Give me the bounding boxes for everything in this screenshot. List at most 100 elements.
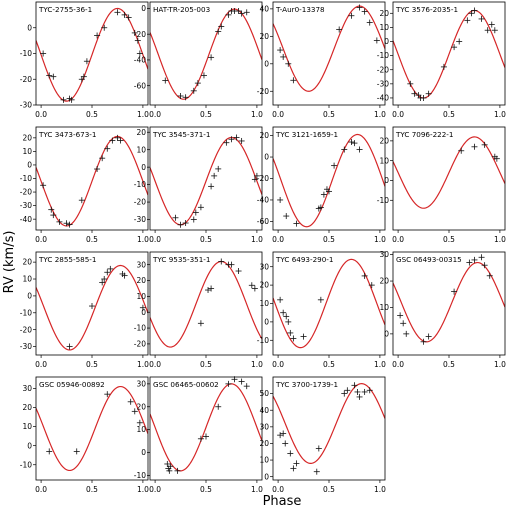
rv-data-point [484,27,491,34]
x-tick-label: 1.0 [494,110,506,119]
x-tick-label: 0.5 [323,485,335,494]
rv-data-point [451,44,458,51]
y-tick-label: -40 [20,215,32,224]
x-tick-label: 1.0 [374,110,386,119]
panel-frame [149,126,263,231]
rv-model-curve [36,135,148,227]
rv-data-point [167,463,174,470]
rv-data-point [344,387,351,394]
y-tick-label: 20 [136,402,146,411]
y-tick-label: 0 [27,441,32,450]
rv-data-point [481,262,488,269]
rv-data-point [136,50,143,57]
rv-data-point [361,272,368,279]
rv-data-point [203,433,209,440]
rv-data-point [493,155,500,162]
rv-data-point [83,58,90,65]
panel-title: GSC 06465-00602 [153,380,219,389]
rv-data-point [486,272,493,279]
rv-panel: 0.0 0.5 1.0 -10 0 10 20 30 GSC 06465-00602 [134,376,263,494]
panel-title: TYC 3473-673-1 [38,130,96,139]
rv-model-curve [150,383,262,472]
x-axis-label: Phase [263,494,302,509]
y-tick-label: 30 [379,250,389,259]
panel-title: T-Aur0-13378 [275,5,325,14]
rv-data-point [471,7,478,14]
rv-data-point [177,92,184,99]
rv-data-point [440,63,447,70]
x-tick-label: 0.5 [86,360,98,369]
rv-panel: 0.0 0.5 1.0 -60 -40 -20 0 20 TYC 3121-1659-1 [257,126,386,244]
y-tick-label: 0 [141,308,146,317]
x-tick-label: 0.0 [149,110,161,119]
rv-data-point [200,72,207,79]
y-tick-label: 30 [22,384,32,393]
x-tick-label: 0.0 [272,485,284,494]
y-tick-label: -30 [377,79,389,88]
rv-data-point [99,155,106,162]
rv-data-point [456,38,463,45]
rv-data-point [280,309,287,316]
rv-data-point [104,269,111,276]
y-tick-label: -10 [20,49,32,58]
rv-data-point [400,320,407,327]
y-tick-label: 20 [22,133,32,142]
y-tick-label: 20 [22,403,32,412]
y-tick-label: 0 [264,472,269,481]
y-tick-label: -60 [257,217,269,226]
y-tick-label: -10 [377,196,389,205]
rv-data-point [56,218,63,225]
rv-data-point [136,419,143,426]
y-tick-label: -20 [134,198,146,207]
y-tick-label: 20 [379,9,389,18]
panel-title: GSC 06493-00315 [396,255,462,264]
rv-data-point [94,32,101,39]
rv-data-point [336,26,343,33]
rv-data-point [290,77,297,84]
rv-data-point [194,80,201,87]
rv-data-point [348,12,355,19]
x-tick-label: 0.0 [272,110,284,119]
rv-data-point [420,94,427,101]
rv-data-point [101,276,108,283]
rv-panel: 0.0 0.5 1.0 -10 0 10 20 TYC 7096-222-1 [377,126,506,244]
y-tick-label: 30 [136,260,146,269]
rv-data-point [60,96,67,103]
rv-data-point [192,209,199,216]
rv-data-point [46,448,53,455]
rv-data-point [190,87,197,94]
y-tick-label: 30 [136,379,146,388]
rv-data-point [182,220,189,227]
rv-model-curve [36,7,148,102]
rv-data-point [211,172,218,179]
rv-data-point [131,408,138,415]
y-tick-label: 0 [141,163,146,172]
y-tick-label: -10 [20,460,32,469]
y-tick-label: 0 [264,59,269,68]
x-tick-label: 0.5 [200,235,212,244]
rv-panel: 0.0 0.5 1.0 0 10 20 30 GSC 06493-00315 [379,250,506,369]
rv-data-point [451,288,458,295]
rv-data-point [243,383,250,390]
y-tick-label: -10 [134,471,146,480]
rv-data-point [233,134,240,141]
rv-data-point [280,430,287,437]
panel-frame [272,1,386,106]
rv-data-point [197,320,204,327]
rv-data-point [361,388,368,395]
rv-data-point [366,19,373,26]
rv-data-point [397,312,404,319]
rv-data-point [285,60,292,67]
y-tick-label: 10 [22,275,32,284]
rv-data-point [99,279,106,286]
x-tick-label: 1.0 [494,235,506,244]
y-tick-label: 0 [384,37,389,46]
rv-data-point [282,440,289,447]
rv-data-point [238,10,245,17]
rv-data-point [466,259,473,266]
rv-data-point [162,77,169,84]
panel-frame [35,126,149,231]
x-tick-label: 1.0 [137,360,149,369]
rv-data-point [46,72,53,79]
x-tick-label: 0.5 [86,110,98,119]
